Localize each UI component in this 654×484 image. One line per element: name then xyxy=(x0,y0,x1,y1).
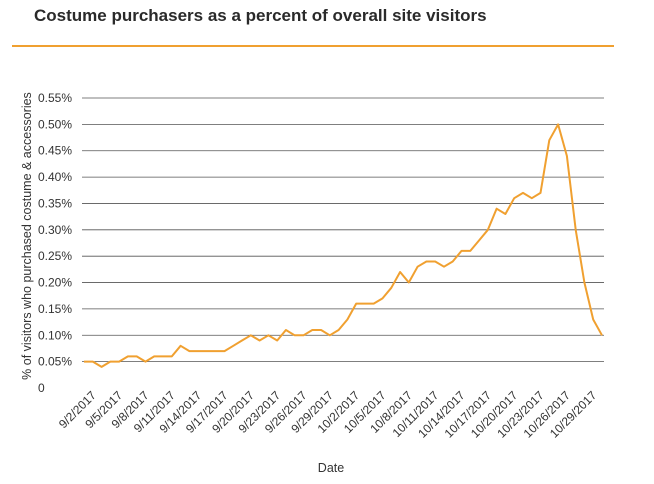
x-axis-ticks: 9/2/20179/5/20179/8/20179/11/20179/14/20… xyxy=(56,388,600,441)
title-divider xyxy=(12,45,614,47)
y-tick-label: 0.55% xyxy=(38,91,72,105)
y-tick-label: 0.35% xyxy=(38,196,72,210)
series-line xyxy=(84,123,603,368)
y-tick-label: 0.20% xyxy=(38,276,72,290)
y-tick-label: 0.05% xyxy=(38,355,72,369)
y-tick-label: 0 xyxy=(38,381,45,395)
chart-title: Costume purchasers as a percent of overa… xyxy=(34,6,487,25)
y-tick-label: 0.25% xyxy=(38,249,72,263)
y-tick-label: 0.30% xyxy=(38,223,72,237)
y-tick-label: 0.10% xyxy=(38,328,72,342)
y-tick-label: 0.50% xyxy=(38,117,72,131)
gridlines xyxy=(82,97,604,363)
x-axis-label: Date xyxy=(318,461,344,475)
series-layer xyxy=(84,123,603,368)
y-tick-label: 0.45% xyxy=(38,144,72,158)
y-axis-ticks: 0 0.05% 0.10% 0.15% 0.20% 0.25% 0.30% 0.35% 0.40… xyxy=(38,91,72,395)
y-axis-label: % of visitors who purchased costume & ac… xyxy=(20,92,34,380)
y-tick-label: 0.40% xyxy=(38,170,72,184)
y-tick-label: 0.15% xyxy=(38,302,72,316)
